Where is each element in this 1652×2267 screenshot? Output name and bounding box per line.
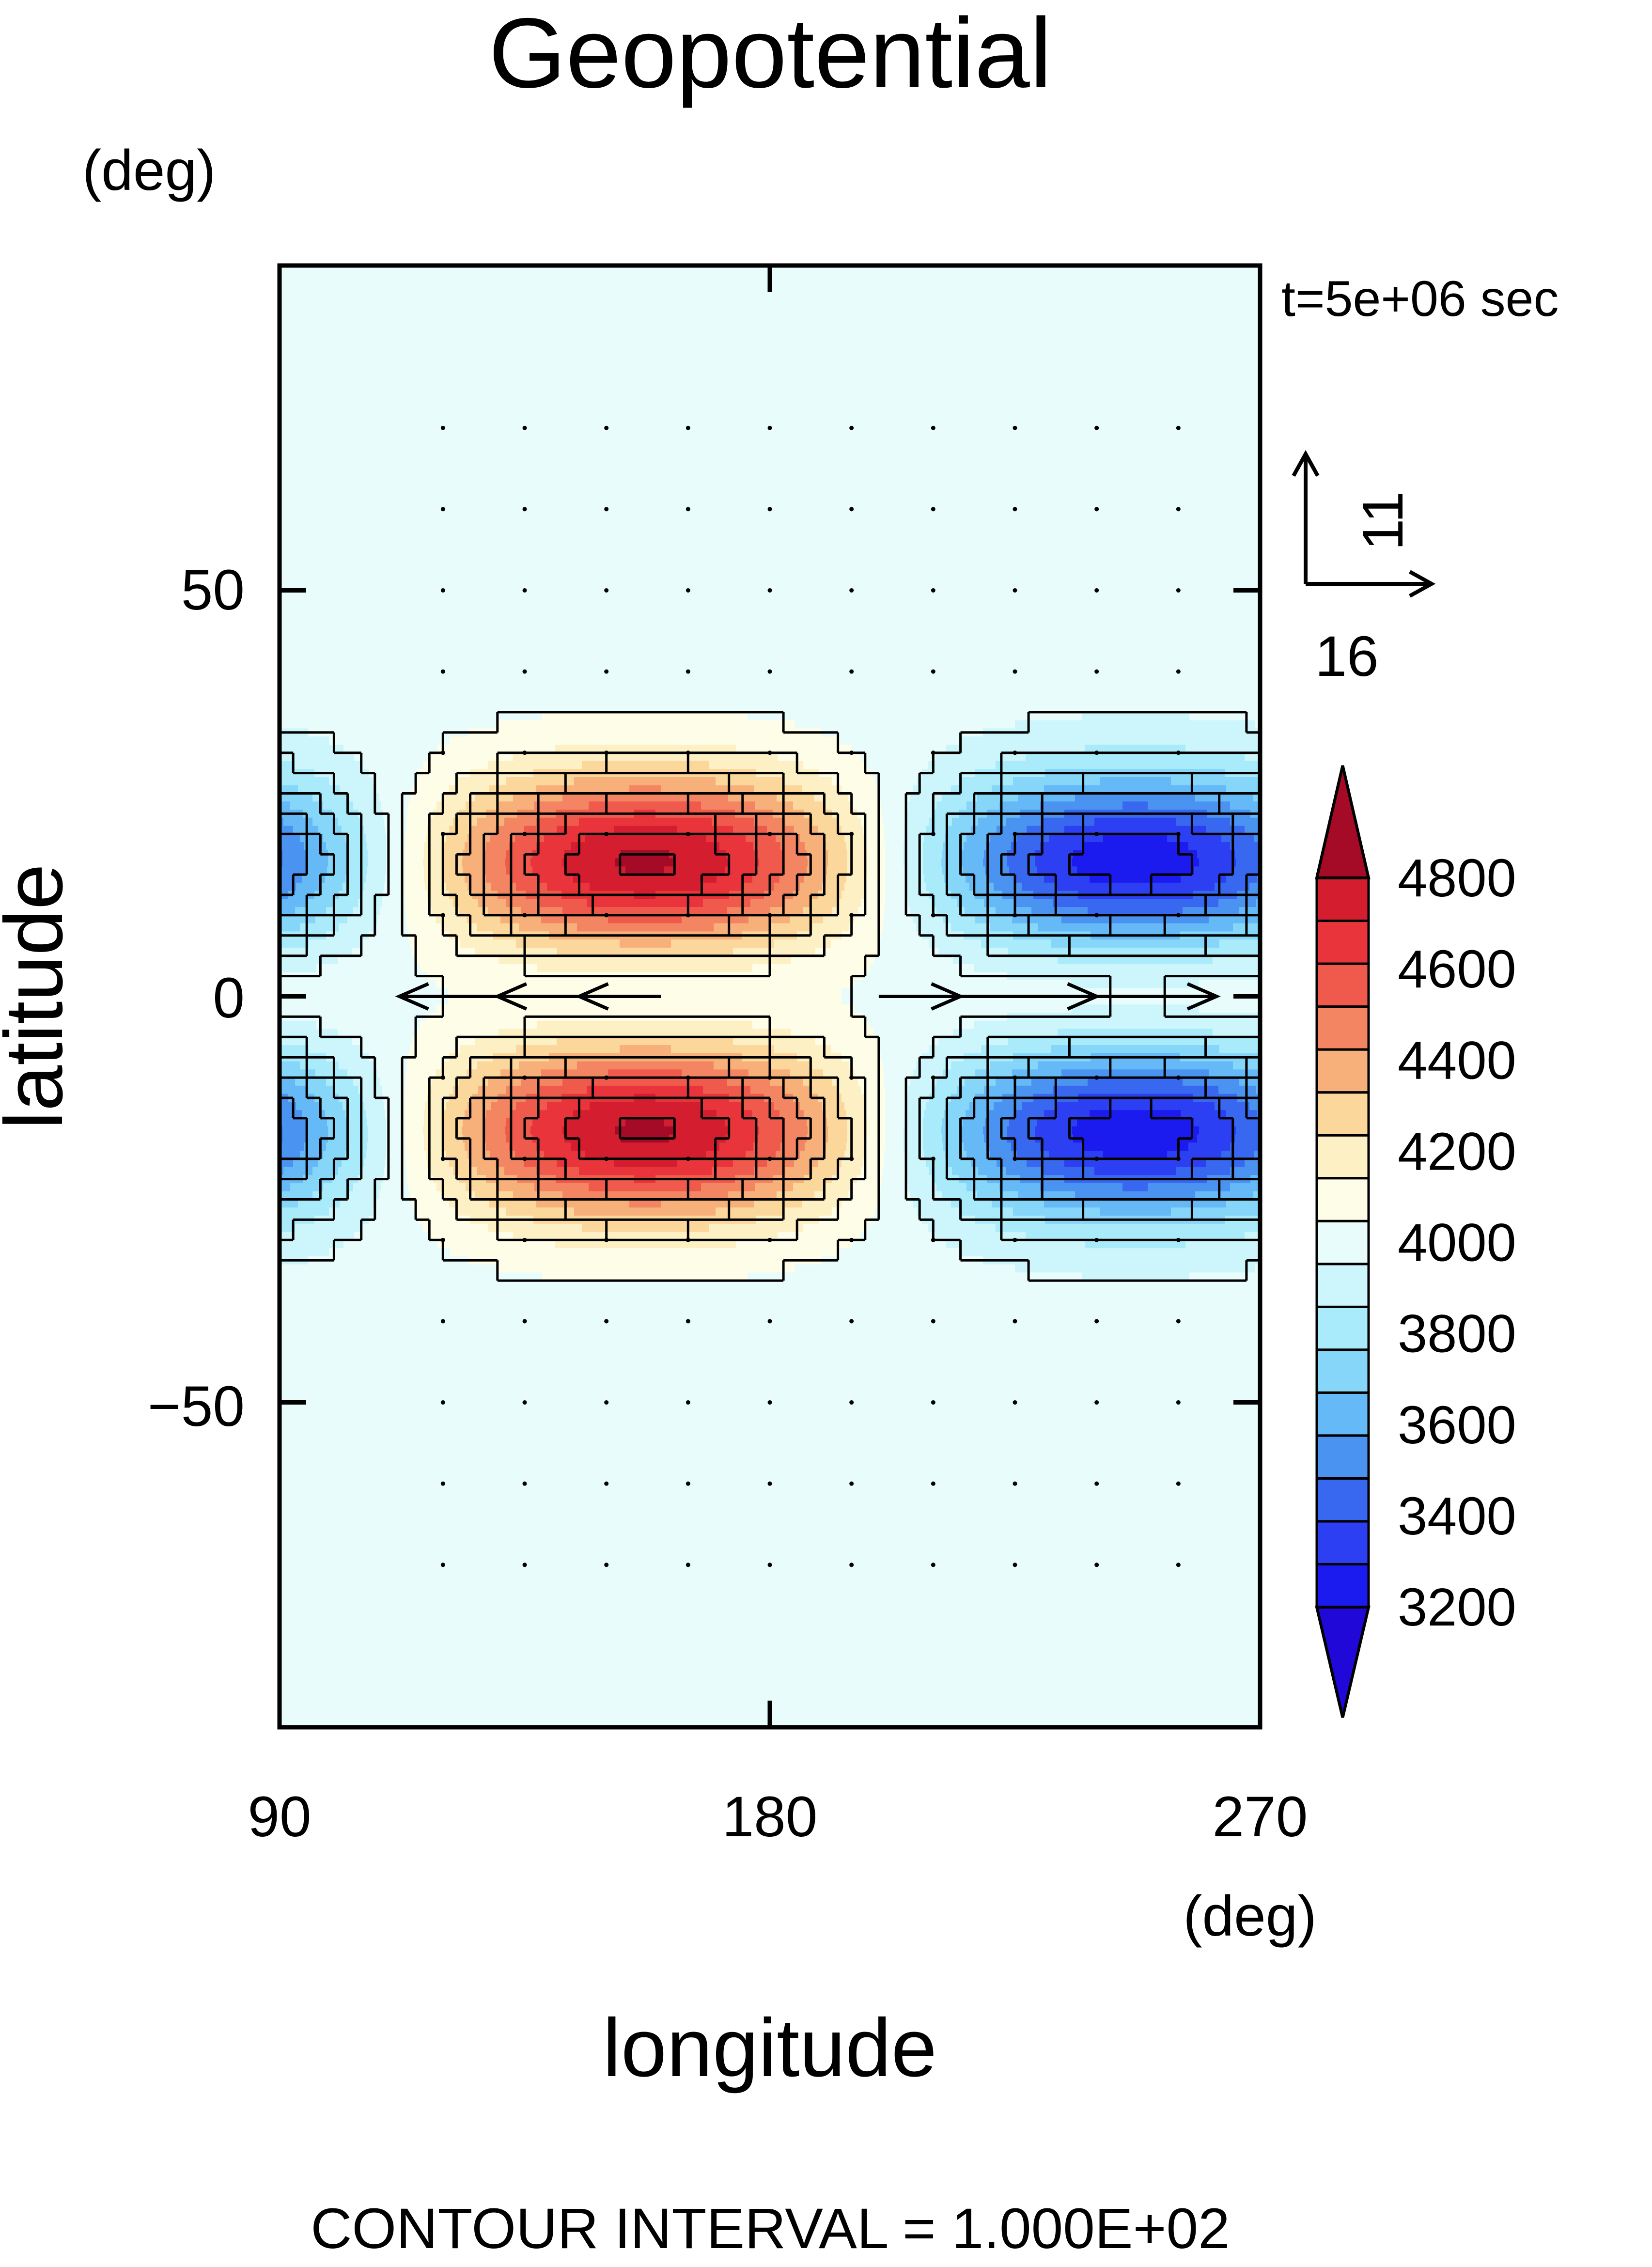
colorbar-tick-label: 4600: [1398, 939, 1516, 999]
contour-interval-label: CONTOUR INTERVAL = 1.000E+02: [311, 2197, 1230, 2261]
y-tick-label-50: 50: [181, 558, 245, 622]
colorbar-top-extension: [1315, 765, 1371, 879]
colorbar-box: [1315, 1520, 1370, 1565]
colorbar: 3200 3400 3600 3800 4000 4200 4400 4600 4800: [1315, 765, 1516, 1718]
colorbar-tick-label: 4200: [1398, 1122, 1516, 1181]
x-axis-title: longitude: [603, 2002, 937, 2094]
colorbar-box: [1315, 1477, 1370, 1523]
colorbar-box: [1315, 1048, 1370, 1094]
axis-ticks: [277, 266, 1262, 1727]
colorbar-box: [1315, 1091, 1370, 1137]
contour-lines: [280, 711, 1260, 1282]
wind-vectors: [395, 425, 1221, 1567]
y-tick-label-0: 0: [213, 966, 245, 1030]
reference-vector-u-arrow: [1306, 570, 1436, 598]
colorbar-tick-label: 4400: [1398, 1031, 1516, 1090]
colorbar-tick-label: 3600: [1398, 1395, 1516, 1455]
colorbar-box: [1315, 1348, 1370, 1394]
colorbar-tick-label: 3200: [1398, 1578, 1516, 1637]
x-tick-label-90: 90: [248, 1785, 311, 1849]
reference-vector: [1292, 450, 1436, 598]
colorbar-tick-label: 4800: [1398, 848, 1516, 908]
colorbar-box: [1315, 876, 1370, 922]
colorbar-tick-label: 3400: [1398, 1486, 1516, 1546]
colorbar-box: [1315, 920, 1370, 965]
chart-title: Geopotential: [489, 0, 1052, 109]
colorbar-box: [1315, 1263, 1370, 1308]
reference-vector-u-label: 16: [1315, 625, 1378, 688]
colorbar-box: [1315, 1305, 1370, 1351]
colorbar-bottom-extension: [1315, 1606, 1371, 1718]
colorbar-box: [1315, 962, 1370, 1008]
colorbar-box: [1315, 1134, 1370, 1180]
y-axis-title: latitude: [0, 864, 80, 1129]
time-label: t=5e+06 sec: [1281, 271, 1558, 327]
geopotential-field: [280, 266, 1260, 1727]
reference-vector-v-label: 11: [1351, 491, 1415, 551]
y-axis-unit: (deg): [82, 139, 216, 203]
colorbar-box: [1315, 1563, 1370, 1609]
x-tick-label-270: 270: [1213, 1785, 1308, 1849]
x-tick-label-180: 180: [722, 1785, 818, 1849]
colorbar-box: [1315, 1434, 1370, 1480]
x-axis-unit: (deg): [1183, 1884, 1316, 1948]
colorbar-box: [1315, 1177, 1370, 1222]
colorbar-box: [1315, 1391, 1370, 1437]
y-tick-label-minus-50: −50: [148, 1375, 245, 1438]
colorbar-box: [1315, 1005, 1370, 1051]
colorbar-tick-label: 3800: [1398, 1304, 1516, 1364]
reference-vector-v-arrow: [1292, 450, 1320, 584]
colorbar-box: [1315, 1219, 1370, 1266]
colorbar-tick-label: 4000: [1398, 1213, 1516, 1273]
